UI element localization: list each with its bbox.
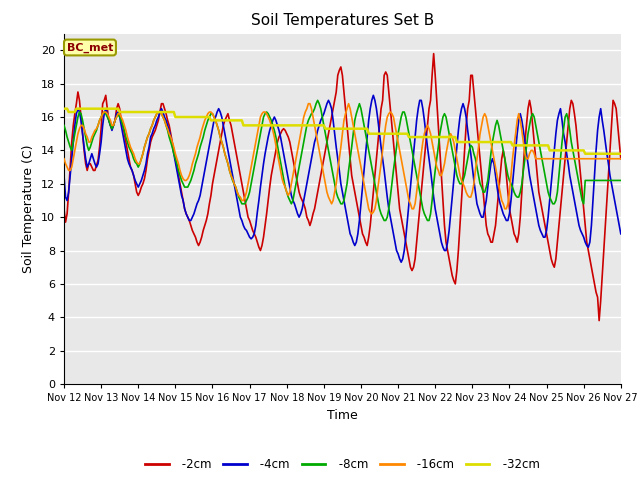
X-axis label: Time: Time bbox=[327, 408, 358, 421]
Legend:  -2cm,  -4cm,  -8cm,  -16cm,  -32cm: -2cm, -4cm, -8cm, -16cm, -32cm bbox=[140, 454, 545, 476]
Title: Soil Temperatures Set B: Soil Temperatures Set B bbox=[251, 13, 434, 28]
Y-axis label: Soil Temperature (C): Soil Temperature (C) bbox=[22, 144, 35, 273]
Text: BC_met: BC_met bbox=[67, 42, 113, 53]
